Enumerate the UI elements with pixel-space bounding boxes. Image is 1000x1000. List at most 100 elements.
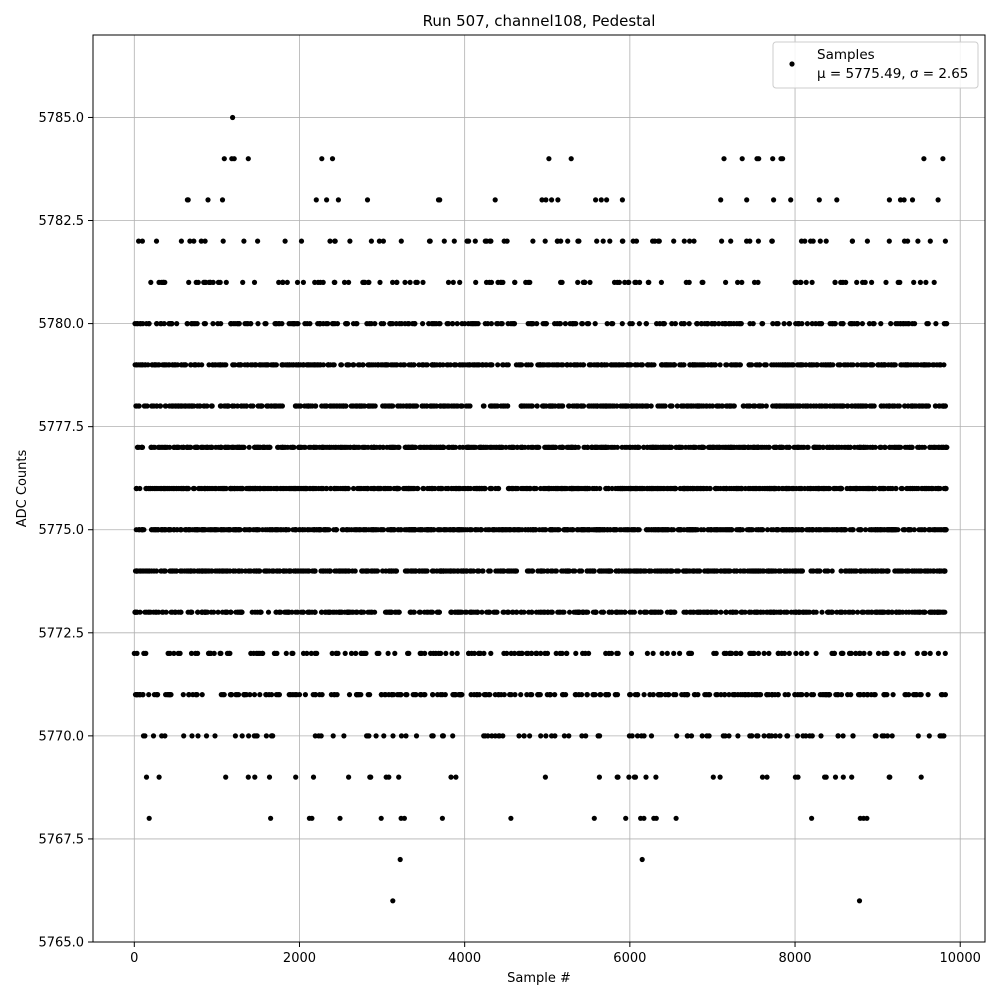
- data-point: [391, 527, 397, 533]
- data-point: [638, 733, 645, 739]
- data-point: [622, 609, 628, 615]
- data-point: [769, 733, 775, 739]
- data-point: [440, 444, 446, 450]
- data-point: [577, 568, 583, 574]
- data-point: [163, 444, 169, 450]
- data-point: [341, 733, 347, 739]
- data-point: [361, 444, 367, 450]
- data-point: [394, 692, 400, 698]
- data-point: [188, 403, 195, 409]
- data-point: [831, 650, 837, 657]
- data-point: [529, 403, 535, 409]
- data-point: [385, 527, 391, 533]
- data-point: [392, 650, 398, 657]
- data-point: [665, 692, 671, 698]
- data-point: [142, 362, 148, 368]
- data-point: [722, 733, 728, 739]
- data-point: [751, 568, 758, 574]
- data-point: [261, 444, 267, 450]
- data-point: [868, 362, 874, 368]
- data-point: [853, 568, 859, 574]
- data-point: [733, 444, 740, 450]
- data-point: [512, 692, 518, 698]
- data-point: [467, 403, 473, 409]
- data-point: [246, 444, 252, 450]
- data-point: [211, 609, 217, 615]
- data-point: [201, 403, 207, 409]
- data-point: [776, 362, 782, 368]
- data-point: [581, 444, 587, 450]
- data-point: [342, 568, 348, 574]
- data-point: [293, 527, 299, 533]
- data-point: [748, 362, 754, 368]
- data-point: [239, 733, 245, 739]
- data-point: [419, 650, 425, 657]
- data-point: [570, 568, 576, 574]
- data-point: [368, 609, 374, 615]
- data-point: [449, 650, 455, 657]
- data-point: [827, 692, 833, 698]
- data-point: [584, 692, 590, 698]
- data-point: [833, 403, 839, 409]
- data-point: [702, 568, 708, 574]
- data-point: [408, 609, 414, 615]
- data-point: [633, 362, 639, 368]
- data-point: [911, 403, 918, 409]
- data-point: [162, 568, 168, 574]
- data-point: [282, 609, 288, 615]
- data-point: [365, 403, 371, 409]
- data-point: [186, 692, 192, 698]
- data-point: [416, 362, 422, 368]
- data-point: [848, 485, 854, 492]
- data-point: [259, 650, 265, 657]
- data-point: [766, 650, 772, 657]
- data-point: [417, 692, 423, 698]
- data-point: [525, 568, 531, 574]
- data-point: [205, 485, 211, 492]
- data-point: [614, 774, 620, 780]
- data-point: [597, 485, 603, 492]
- data-point: [653, 774, 659, 780]
- data-point: [224, 568, 230, 574]
- data-point: [567, 609, 573, 615]
- data-point: [573, 650, 579, 657]
- data-point: [147, 485, 153, 492]
- data-point: [917, 692, 923, 698]
- data-point: [373, 733, 379, 739]
- data-point: [704, 733, 710, 739]
- data-point: [253, 485, 259, 492]
- data-point: [697, 568, 703, 574]
- data-point: [886, 527, 892, 533]
- data-point: [319, 692, 325, 698]
- data-point: [873, 609, 879, 615]
- data-point: [246, 568, 252, 574]
- data-point: [723, 609, 729, 615]
- data-point: [199, 609, 205, 615]
- data-point: [628, 568, 634, 574]
- data-point: [924, 568, 930, 574]
- data-point: [893, 485, 899, 492]
- data-point: [940, 444, 947, 450]
- data-point: [849, 774, 855, 780]
- data-point: [366, 362, 372, 368]
- data-point: [503, 527, 509, 533]
- data-point: [211, 650, 217, 657]
- data-point: [808, 568, 814, 574]
- data-point: [453, 774, 459, 780]
- data-point: [643, 403, 650, 409]
- data-point: [521, 733, 527, 739]
- data-point: [862, 527, 869, 533]
- data-point: [922, 650, 928, 657]
- data-point: [527, 692, 533, 698]
- data-point: [383, 485, 389, 492]
- data-point: [800, 403, 806, 409]
- data-point: [506, 485, 512, 492]
- data-point: [544, 568, 550, 574]
- data-point: [807, 485, 813, 492]
- data-point: [569, 527, 575, 533]
- data-point: [872, 444, 878, 450]
- data-point: [178, 609, 184, 615]
- data-point: [586, 403, 592, 409]
- data-point: [171, 444, 177, 450]
- data-point: [542, 650, 548, 657]
